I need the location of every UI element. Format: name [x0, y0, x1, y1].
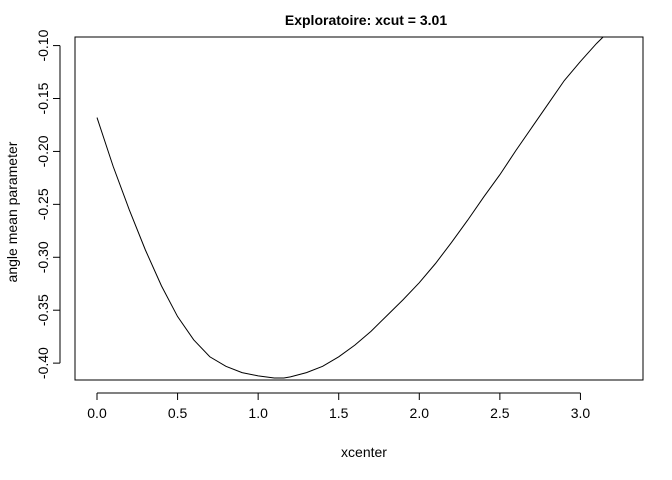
x-tick-label: 2.0 — [410, 405, 430, 421]
y-tick-label: -0.35 — [35, 294, 51, 326]
plot-frame — [74, 36, 644, 381]
y-tick-label: -0.25 — [35, 188, 51, 220]
y-axis: -0.40 -0.35 -0.30 -0.25 -0.20 -0.15 -0.10 — [35, 29, 61, 379]
y-tick-label: -0.15 — [35, 82, 51, 114]
x-tick-label: 1.5 — [329, 405, 349, 421]
x-tick-label: 0.5 — [168, 405, 188, 421]
y-tick-label: -0.20 — [35, 135, 51, 167]
x-tick-label: 1.0 — [248, 405, 268, 421]
y-axis-label: angle mean parameter — [4, 141, 20, 282]
series-line — [96, 36, 604, 379]
y-tick-label: -0.10 — [35, 29, 51, 61]
x-tick-label: 3.0 — [571, 405, 591, 421]
chart-title: Exploratoire: xcut = 3.01 — [285, 12, 447, 28]
y-tick-label: -0.30 — [35, 241, 51, 273]
y-tick-label: -0.40 — [35, 347, 51, 379]
x-axis-label: xcenter — [341, 444, 387, 460]
x-tick-label: 2.5 — [490, 405, 510, 421]
x-axis: 0.0 0.5 1.0 1.5 2.0 2.5 3.0 — [87, 392, 591, 421]
x-tick-label: 0.0 — [87, 405, 107, 421]
